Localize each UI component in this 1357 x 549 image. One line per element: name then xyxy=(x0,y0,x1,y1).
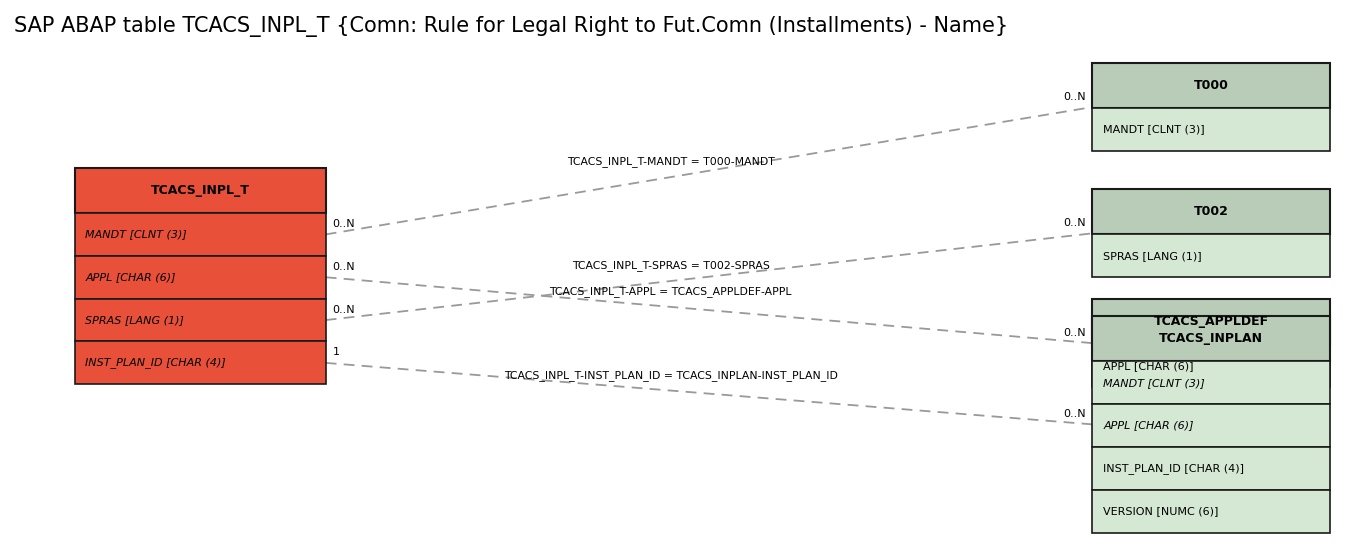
FancyBboxPatch shape xyxy=(1092,108,1330,151)
Text: TCACS_INPL_T-SPRAS = T002-SPRAS: TCACS_INPL_T-SPRAS = T002-SPRAS xyxy=(571,260,769,271)
Text: 1: 1 xyxy=(332,348,339,357)
Text: VERSION [NUMC (6)]: VERSION [NUMC (6)] xyxy=(1103,506,1219,516)
FancyBboxPatch shape xyxy=(75,299,326,341)
Text: TCACS_INPL_T-INST_PLAN_ID = TCACS_INPLAN-INST_PLAN_ID: TCACS_INPL_T-INST_PLAN_ID = TCACS_INPLAN… xyxy=(503,370,837,380)
FancyBboxPatch shape xyxy=(1092,447,1330,490)
FancyBboxPatch shape xyxy=(1092,189,1330,234)
Text: 0..N: 0..N xyxy=(1063,218,1086,228)
Text: TCACS_INPLAN: TCACS_INPLAN xyxy=(1159,332,1263,345)
FancyBboxPatch shape xyxy=(1092,299,1330,344)
Text: APPL [CHAR (6)]: APPL [CHAR (6)] xyxy=(1103,421,1194,430)
FancyBboxPatch shape xyxy=(1092,490,1330,533)
FancyBboxPatch shape xyxy=(1092,234,1330,277)
Text: MANDT [CLNT (3)]: MANDT [CLNT (3)] xyxy=(1103,378,1205,388)
FancyBboxPatch shape xyxy=(1092,361,1330,404)
Text: TCACS_INPL_T-APPL = TCACS_APPLDEF-APPL: TCACS_INPL_T-APPL = TCACS_APPLDEF-APPL xyxy=(550,286,792,297)
FancyBboxPatch shape xyxy=(1092,344,1330,387)
Text: APPL [CHAR (6)]: APPL [CHAR (6)] xyxy=(1103,361,1194,371)
FancyBboxPatch shape xyxy=(1092,63,1330,108)
FancyBboxPatch shape xyxy=(75,213,326,256)
FancyBboxPatch shape xyxy=(75,256,326,299)
Text: 0..N: 0..N xyxy=(1063,92,1086,102)
FancyBboxPatch shape xyxy=(1092,316,1330,361)
Text: MANDT [CLNT (3)]: MANDT [CLNT (3)] xyxy=(85,229,187,239)
Text: INST_PLAN_ID [CHAR (4)]: INST_PLAN_ID [CHAR (4)] xyxy=(1103,463,1244,474)
FancyBboxPatch shape xyxy=(75,341,326,384)
Text: 0..N: 0..N xyxy=(1063,328,1086,338)
FancyBboxPatch shape xyxy=(1092,404,1330,447)
Text: SPRAS [LANG (1)]: SPRAS [LANG (1)] xyxy=(85,315,185,325)
Text: INST_PLAN_ID [CHAR (4)]: INST_PLAN_ID [CHAR (4)] xyxy=(85,357,227,368)
Text: SPRAS [LANG (1)]: SPRAS [LANG (1)] xyxy=(1103,251,1202,261)
Text: TCACS_APPLDEF: TCACS_APPLDEF xyxy=(1153,315,1269,328)
Text: 0..N: 0..N xyxy=(1063,409,1086,419)
Text: 0..N: 0..N xyxy=(332,219,356,229)
Text: T002: T002 xyxy=(1194,205,1228,219)
Text: APPL [CHAR (6)]: APPL [CHAR (6)] xyxy=(85,272,176,282)
FancyBboxPatch shape xyxy=(75,168,326,213)
Text: 0..N: 0..N xyxy=(332,262,356,272)
Text: SAP ABAP table TCACS_INPL_T {Comn: Rule for Legal Right to Fut.Comn (Installment: SAP ABAP table TCACS_INPL_T {Comn: Rule … xyxy=(14,16,1008,37)
Text: MANDT [CLNT (3)]: MANDT [CLNT (3)] xyxy=(1103,125,1205,135)
Text: TCACS_INPL_T-MANDT = T000-MANDT: TCACS_INPL_T-MANDT = T000-MANDT xyxy=(567,156,775,167)
Text: TCACS_INPL_T: TCACS_INPL_T xyxy=(151,184,250,197)
Text: 0..N: 0..N xyxy=(332,305,356,315)
Text: T000: T000 xyxy=(1194,79,1228,92)
